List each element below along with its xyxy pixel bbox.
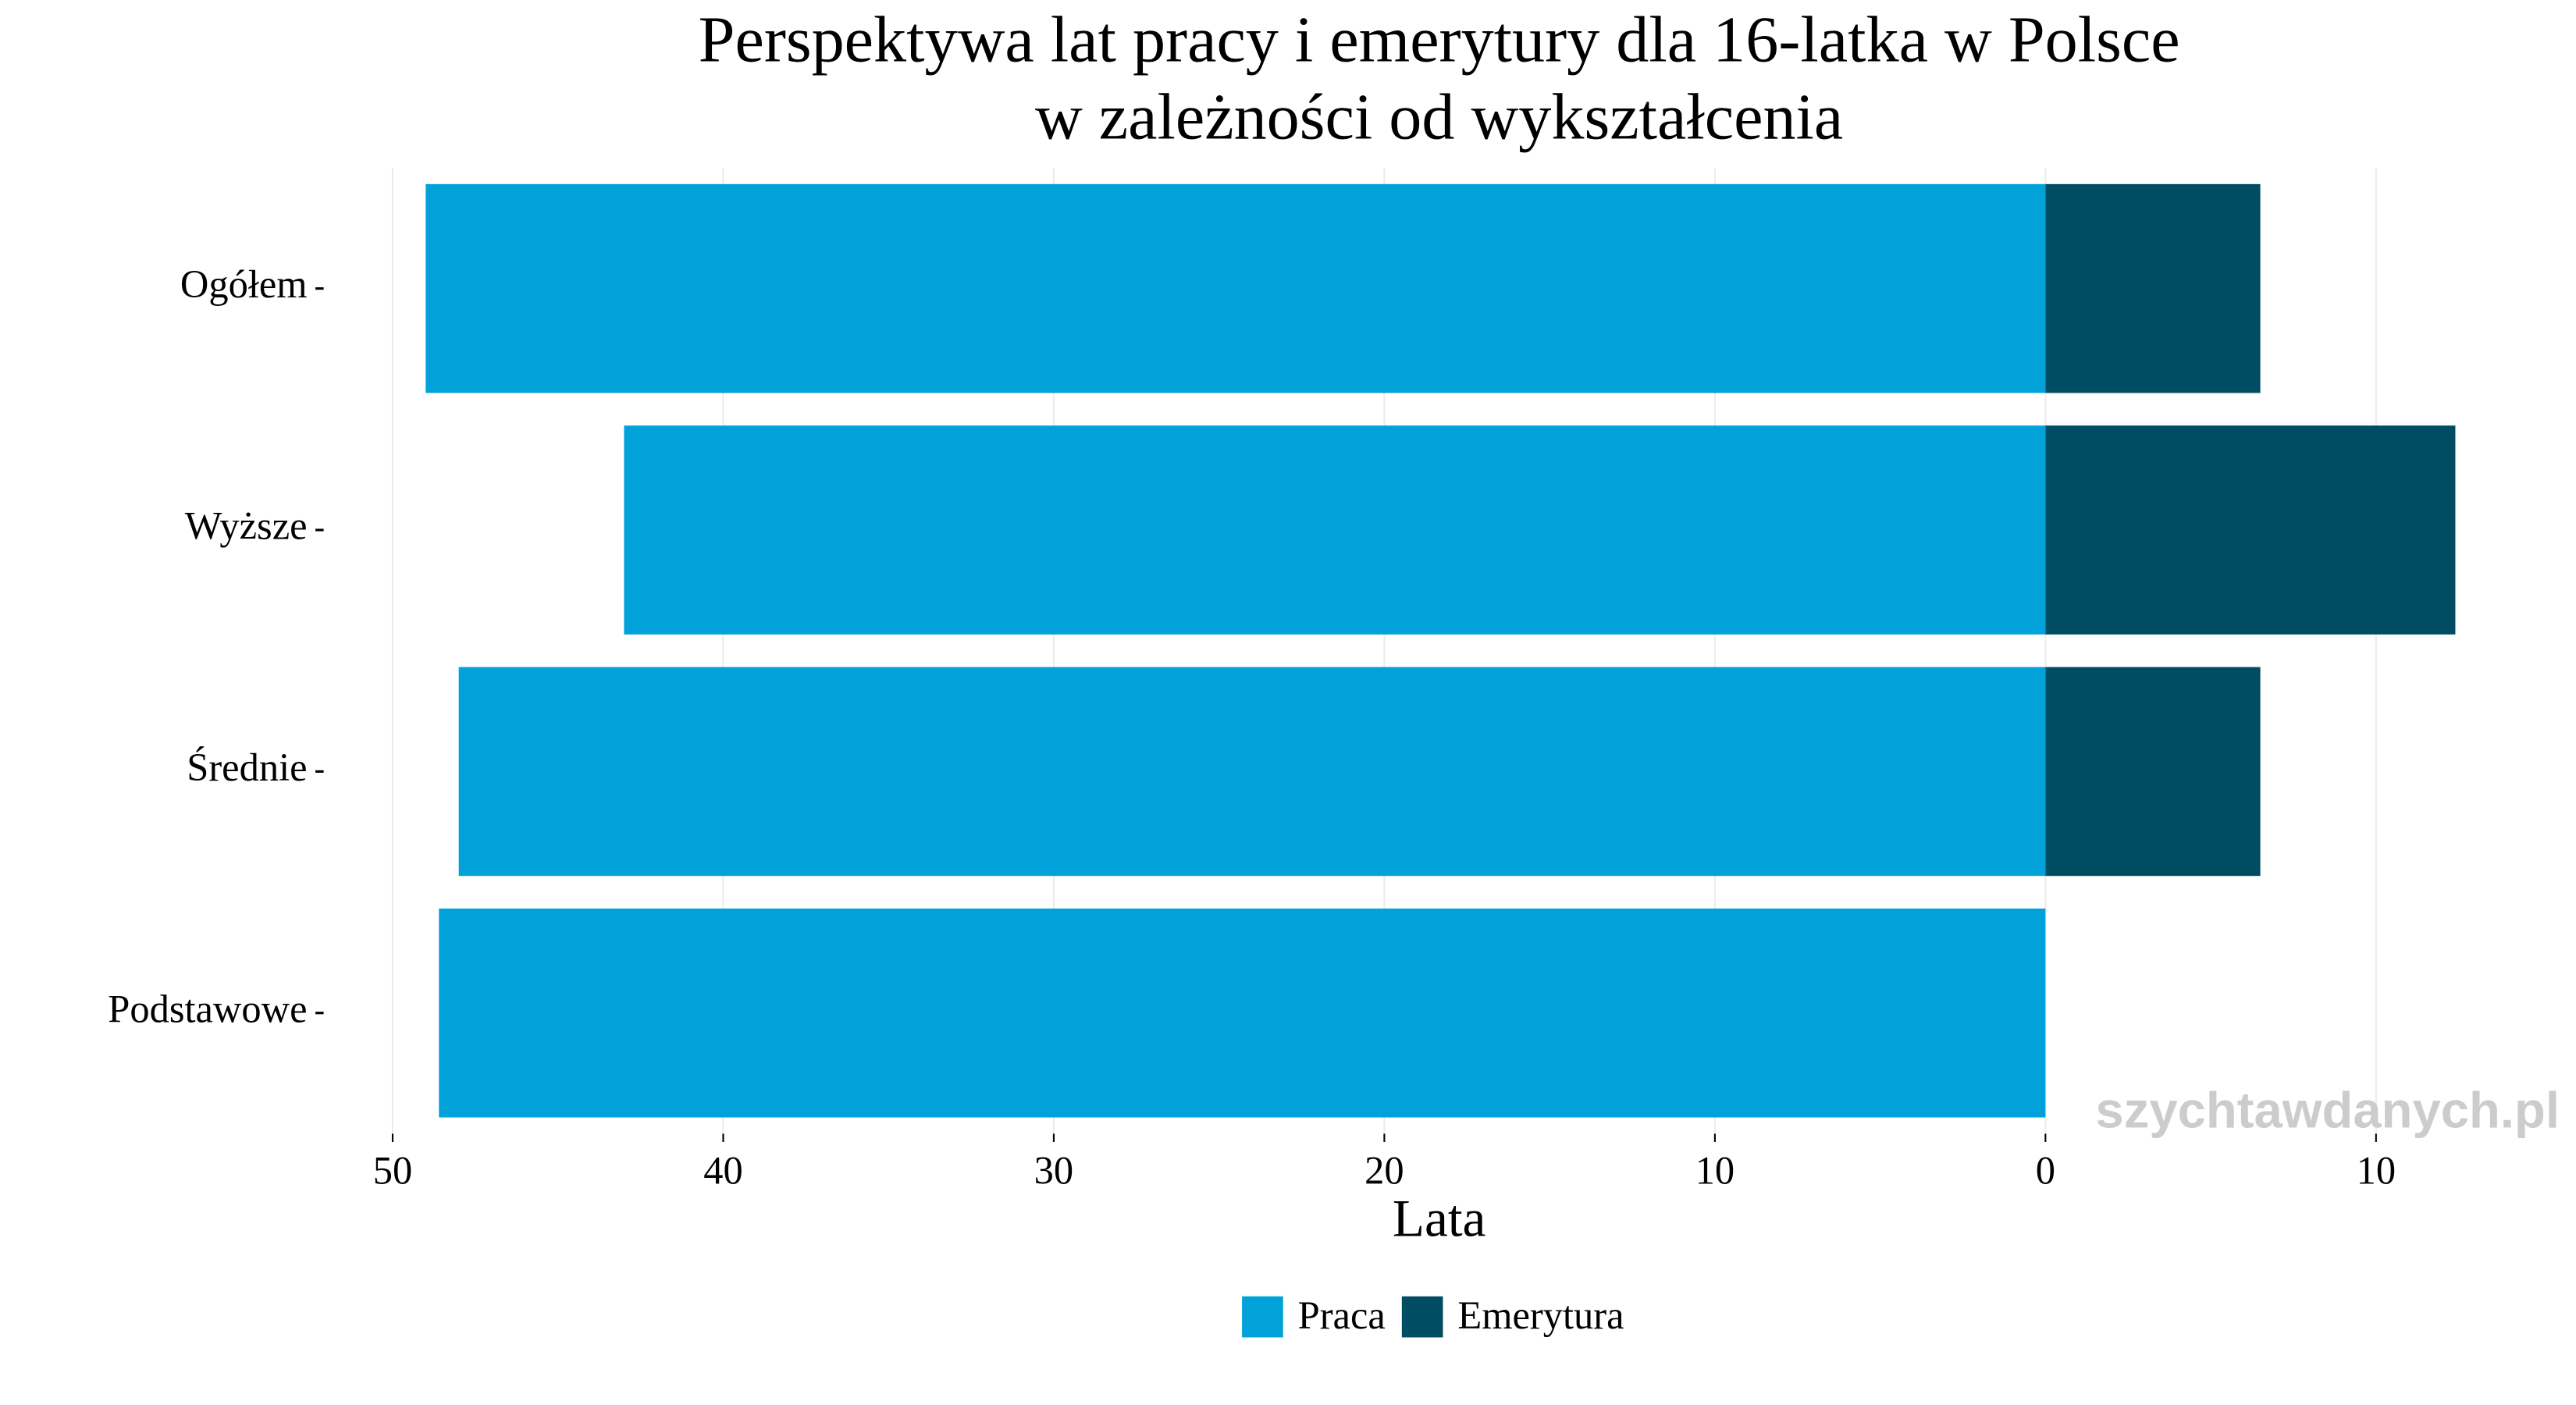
y-tick-label: Podstawowe [108,987,307,1030]
legend-label: Praca [1298,1293,1386,1337]
bar [458,667,2046,877]
y-tick-label: Ogółem [180,262,308,306]
bar [2045,183,2261,393]
x-tick-label: 0 [2036,1149,2055,1193]
y-tick-label: Wyższe [185,504,308,548]
x-tick-label: 10 [2357,1149,2396,1193]
x-tick-label: 50 [373,1149,413,1193]
legend: Praca Emerytura [1242,1293,1624,1338]
x-tick-label: 20 [1364,1149,1404,1193]
bar [425,183,2046,393]
y-tick-label: Średnie [187,745,307,789]
bars [425,183,2456,1118]
x-axis-label: Lata [1393,1190,1486,1248]
chart-title: Perspektywa lat pracy i emerytury dla 16… [699,4,2180,76]
legend-swatch [1401,1296,1443,1338]
x-tick-label: 30 [1034,1149,1074,1193]
watermark: szychtawdanych.pl [2095,1081,2560,1138]
legend-swatch [1242,1296,1283,1338]
x-tick-label: 40 [703,1149,743,1193]
bar [624,425,2046,635]
bar [439,908,2046,1118]
legend-label: Emerytura [1457,1293,1624,1337]
bar [2045,667,2261,877]
bar [2045,425,2456,635]
x-tick-label: 10 [1695,1149,1735,1193]
chart-title: w zależności od wykształcenia [1035,80,1843,153]
